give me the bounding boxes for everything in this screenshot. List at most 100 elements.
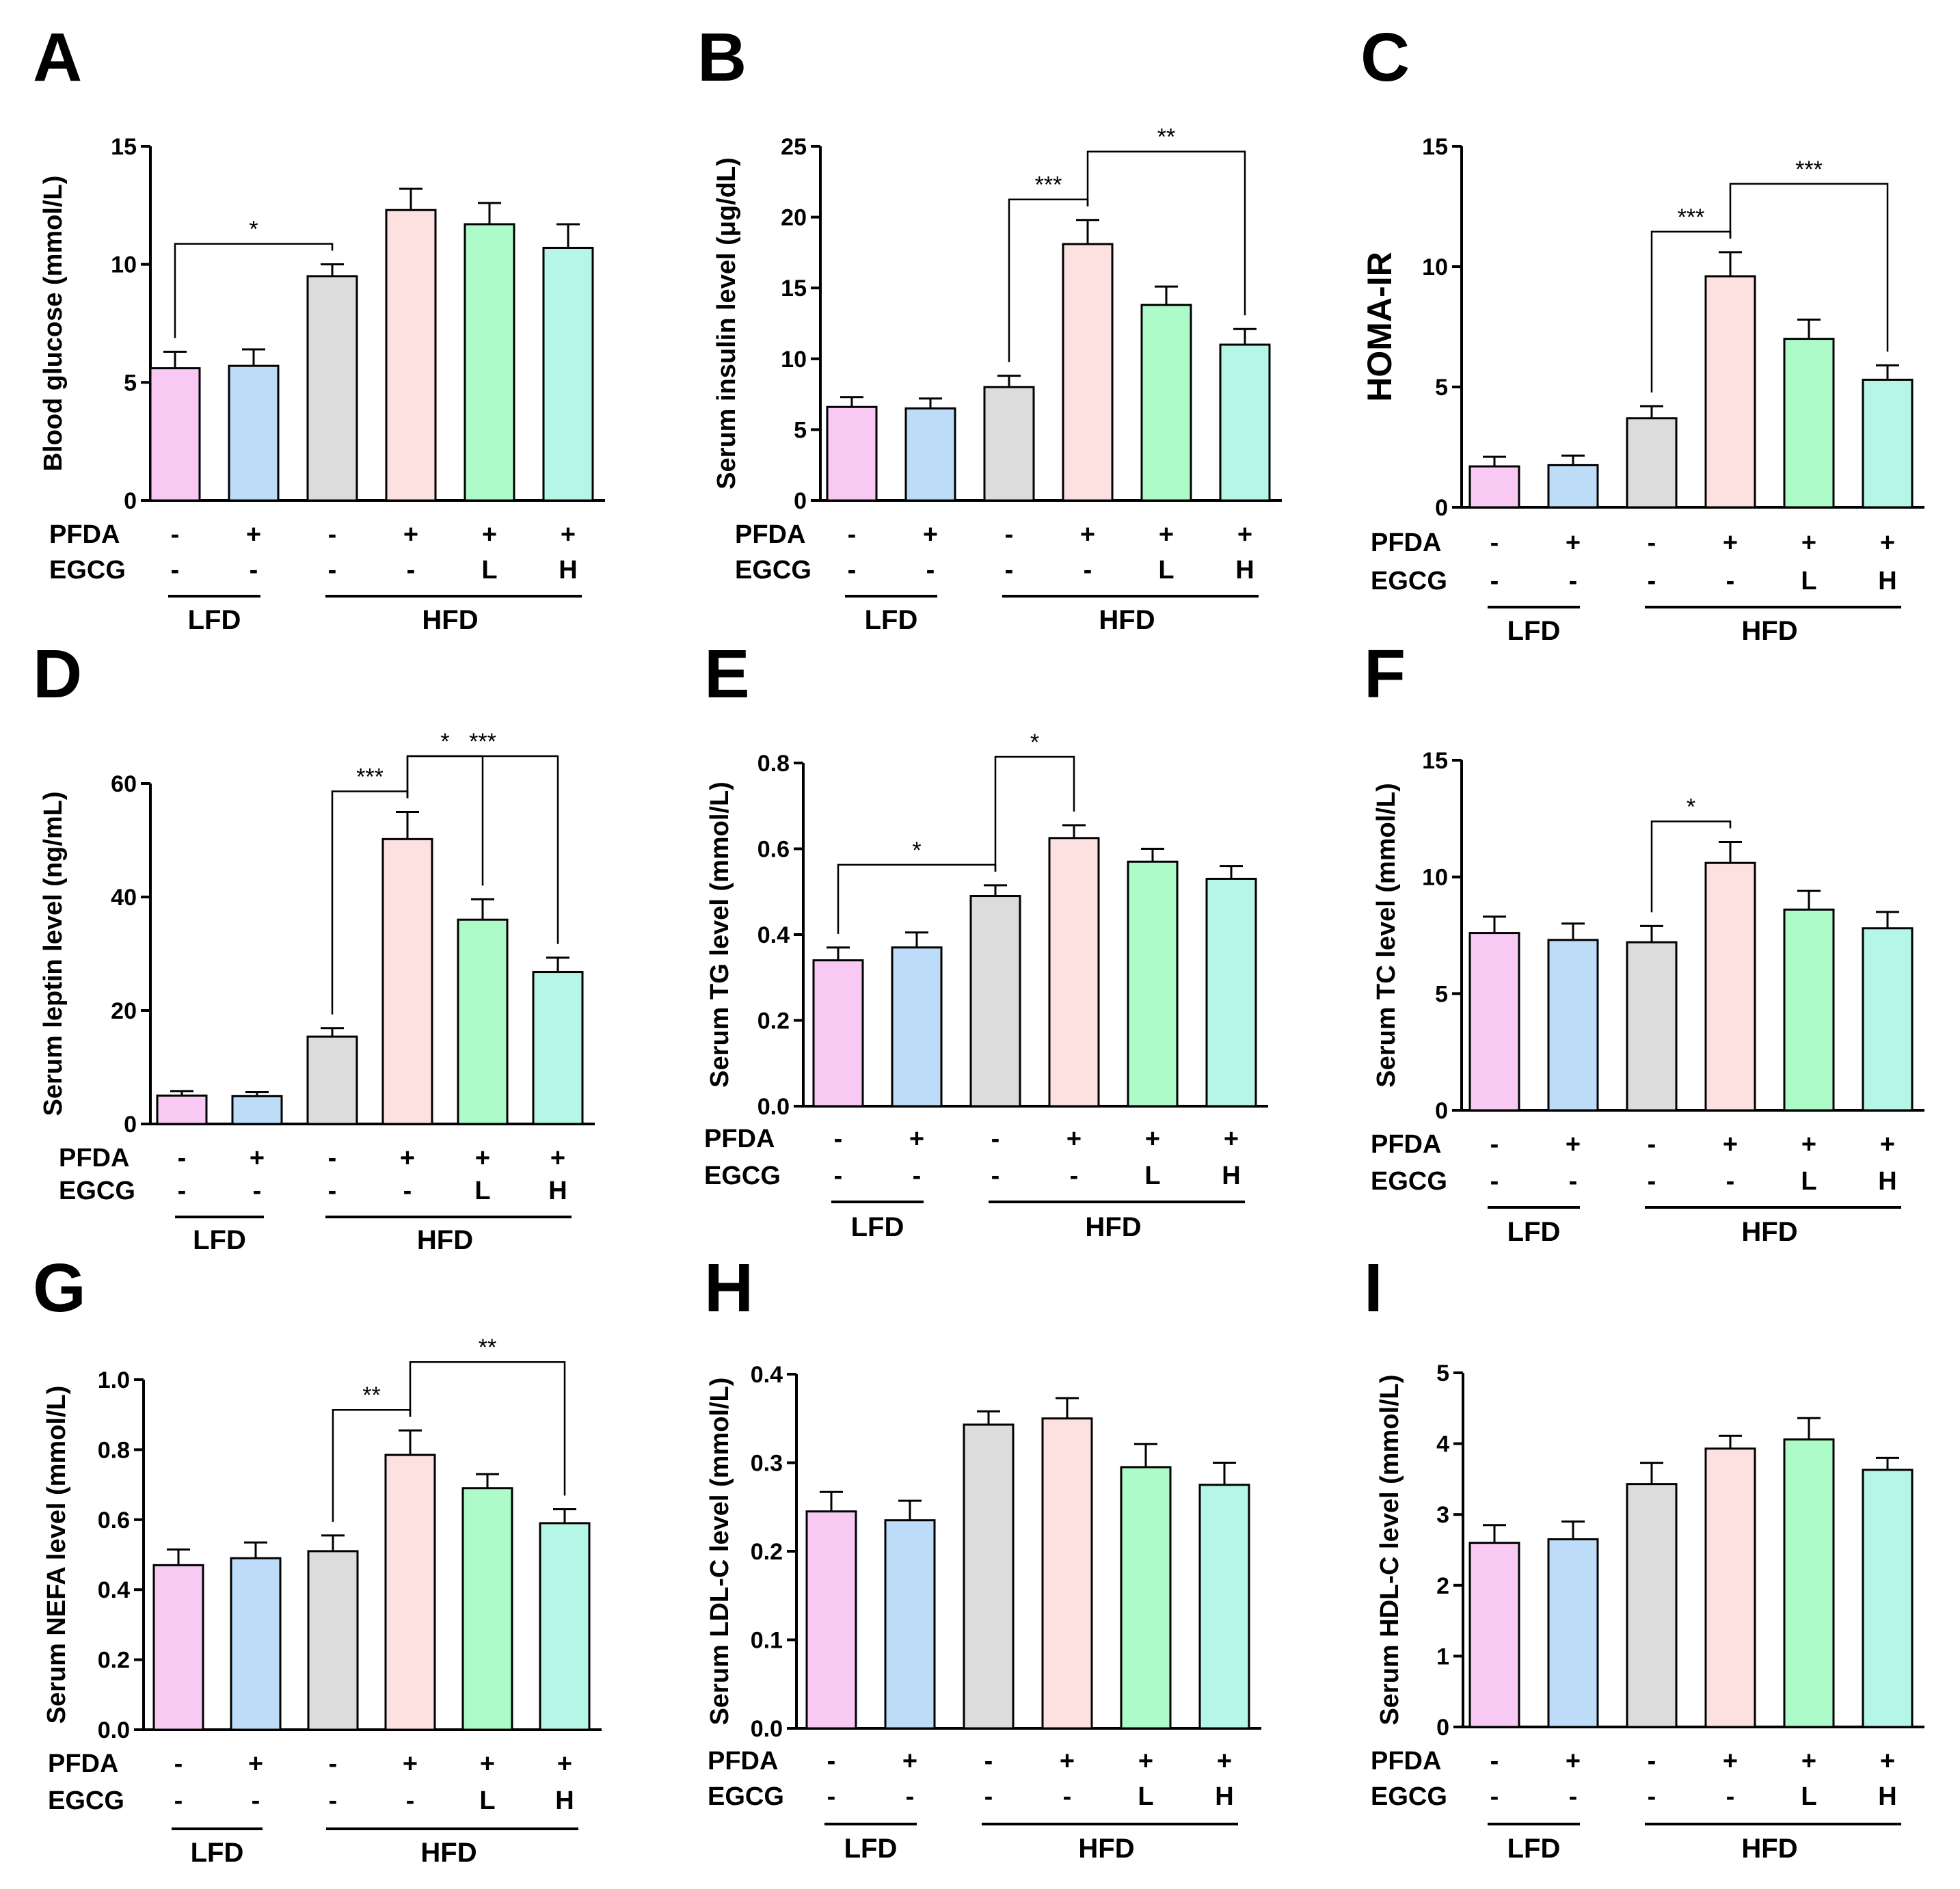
egcg-value: -: [991, 1162, 1000, 1190]
y-tick-label: 4: [1436, 1432, 1449, 1458]
bar: [381, 838, 433, 1125]
y-tick-label: 0.3: [751, 1451, 783, 1477]
bar: [1704, 275, 1756, 509]
y-tick-label: 0.6: [98, 1508, 130, 1533]
significance-label: ***: [1678, 204, 1705, 230]
y-axis-label: Serum leptin level (ng/mL): [39, 791, 68, 1116]
pfda-value: -: [171, 520, 180, 549]
pfda-value: -: [827, 1747, 836, 1776]
egcg-value: -: [406, 1786, 415, 1815]
egcg-value: -: [1726, 1167, 1735, 1196]
egcg-value: -: [926, 556, 935, 585]
egcg-value: -: [1569, 1167, 1578, 1196]
significance-label: *: [1030, 729, 1039, 755]
bar: [228, 364, 280, 502]
bar: [1547, 1538, 1599, 1728]
pfda-value: +: [1237, 520, 1252, 549]
bar: [1062, 243, 1114, 502]
pfda-value: -: [848, 520, 857, 549]
bar: [156, 1095, 208, 1125]
y-tick-label: 5: [794, 417, 807, 443]
significance-label: ***: [356, 764, 384, 790]
pfda-value: -: [174, 1750, 183, 1778]
bar: [539, 1522, 591, 1731]
y-tick-label: 0.2: [751, 1539, 783, 1565]
pfda-value: +: [1566, 1747, 1581, 1776]
significance-label: ***: [1795, 157, 1823, 183]
pfda-value: +: [1060, 1747, 1075, 1776]
hfd-group-label: HFD: [1741, 616, 1797, 646]
pfda-value: +: [1217, 1747, 1232, 1776]
significance-bracket: [994, 755, 1075, 872]
pfda-value: +: [1880, 1130, 1895, 1159]
egcg-value: -: [1084, 556, 1092, 585]
bar: [1704, 861, 1756, 1112]
pfda-value: +: [902, 1747, 917, 1776]
bar: [306, 275, 358, 502]
bar: [812, 959, 864, 1108]
bar: [1626, 417, 1678, 509]
egcg-value: H: [559, 556, 577, 585]
pfda-value: -: [984, 1747, 993, 1776]
y-tick-label: 1: [1436, 1644, 1449, 1670]
panel-letter: C: [1360, 19, 1410, 96]
bar: [1547, 939, 1599, 1112]
bar: [983, 386, 1035, 502]
panel-letter: D: [33, 636, 82, 712]
pfda-value: -: [1648, 528, 1656, 557]
pfda-row-label: PFDA: [1371, 1130, 1441, 1159]
panel-a: A 0 5 10 15 Blood glucose (mmol/L) * PFDA EGCG - +…: [33, 19, 605, 635]
bar: [384, 1453, 436, 1731]
y-tick-label: 10: [111, 252, 137, 278]
hfd-group-label: HFD: [420, 1838, 476, 1868]
egcg-value: H: [555, 1786, 574, 1815]
significance-bracket: [1650, 820, 1732, 913]
pfda-value: +: [400, 1144, 415, 1173]
bar: [1468, 465, 1520, 509]
significance-label: ***: [469, 729, 496, 755]
bar: [1783, 1438, 1835, 1728]
y-tick-label: 1.0: [98, 1367, 130, 1393]
y-tick-label: 0.8: [98, 1437, 130, 1463]
bar: [1704, 1447, 1756, 1728]
hfd-group-label: HFD: [1085, 1212, 1141, 1242]
bar: [542, 246, 594, 502]
panel-letter: F: [1364, 636, 1406, 712]
pfda-value: +: [1723, 1130, 1738, 1159]
hfd-group-label: HFD: [417, 1225, 473, 1255]
y-tick-label: 10: [781, 347, 807, 373]
y-tick-label: 5: [1435, 375, 1448, 401]
y-axis-label: Serum insulin level (μg/dL): [712, 157, 741, 490]
pfda-value: +: [1801, 528, 1816, 557]
bar: [891, 946, 943, 1108]
pfda-value: +: [1723, 1747, 1738, 1776]
bar: [532, 971, 584, 1125]
bar: [1626, 1483, 1678, 1728]
panel-letter: B: [697, 19, 747, 96]
egcg-value: H: [1878, 1167, 1896, 1196]
y-tick-label: 0.0: [751, 1716, 783, 1742]
pfda-value: +: [1224, 1125, 1239, 1153]
egcg-value: L: [1144, 1162, 1160, 1190]
y-tick-label: 0.0: [757, 1094, 790, 1120]
significance-label: ***: [1035, 172, 1062, 198]
y-tick-label: 0: [124, 488, 137, 514]
pfda-value: +: [1066, 1125, 1082, 1153]
panel-f: F 0 5 10 15 Serum TC level (mmol/L) * PFDA EGCG -…: [1364, 636, 1924, 1247]
pfda-value: +: [1723, 528, 1738, 557]
bar: [963, 1423, 1015, 1730]
egcg-value: H: [1235, 556, 1254, 585]
y-tick-label: 15: [1422, 134, 1448, 160]
panel-letter: G: [33, 1250, 86, 1326]
y-tick-label: 10: [1422, 254, 1448, 280]
pfda-row-label: PFDA: [1371, 1747, 1441, 1776]
significance-bracket: [174, 243, 334, 338]
y-tick-label: 0: [1435, 495, 1448, 521]
egcg-value: -: [913, 1162, 922, 1190]
egcg-value: -: [1490, 1782, 1499, 1811]
egcg-value: -: [1648, 1167, 1656, 1196]
pfda-value: +: [1566, 1130, 1581, 1159]
egcg-value: L: [481, 556, 497, 585]
panel-letter: I: [1364, 1250, 1383, 1326]
